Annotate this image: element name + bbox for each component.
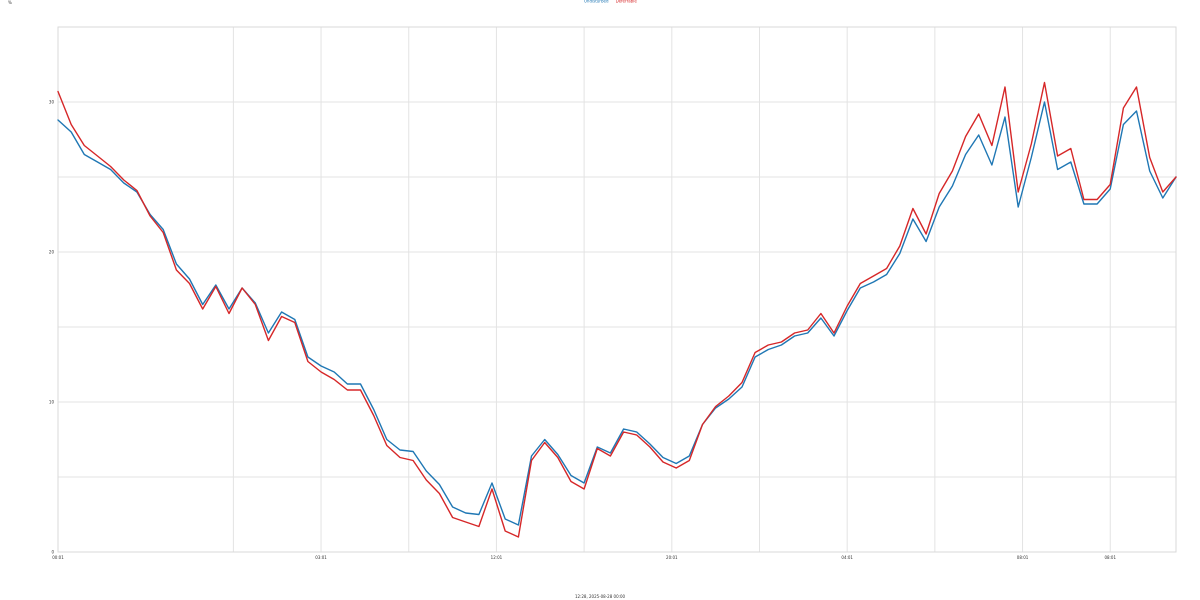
legend-entry: Deferrable — [616, 0, 638, 4]
legend-entry: Undisturbed — [584, 0, 609, 4]
series-group — [57, 81, 1177, 538]
grid — [57, 26, 1176, 553]
y-axis-label: % — [8, 0, 12, 5]
y-tick-label: 10 — [49, 400, 55, 405]
y-tick-label: 0 — [51, 550, 54, 555]
x-tick-label: 08:01 — [1104, 555, 1116, 560]
y-tick-label: 20 — [49, 250, 55, 255]
x-axis-label: 12:28, 2025-08-28 00:00 — [575, 594, 626, 599]
series-line-undisturbed — [57, 101, 1177, 526]
x-tick-label: 08:01 — [1017, 555, 1029, 560]
x-tick-label: 12:01 — [491, 555, 503, 560]
x-tick-label: 03:01 — [315, 555, 327, 560]
x-tick-label: 00:01 — [52, 555, 64, 560]
x-tick-label: 04:01 — [841, 555, 853, 560]
series-line-deferrable — [57, 81, 1177, 538]
x-tick-label: 20:01 — [666, 555, 678, 560]
legend: Undisturbed Deferrable — [584, 0, 637, 4]
axes: 0 10 20 30 00:01 03:01 12:01 20:01 04:01 08:01 08:… — [49, 26, 1177, 560]
y-tick-label: 30 — [49, 100, 55, 105]
plot-frame — [57, 26, 1177, 553]
